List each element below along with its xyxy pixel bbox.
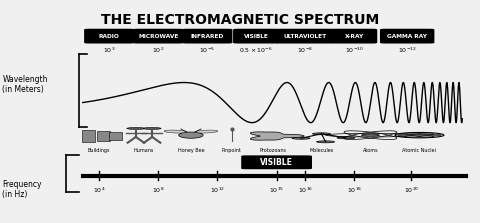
Text: Buildings: Buildings	[88, 148, 110, 153]
Text: $10^{12}$: $10^{12}$	[210, 186, 225, 195]
Ellipse shape	[179, 132, 203, 138]
FancyBboxPatch shape	[332, 29, 376, 43]
Circle shape	[419, 136, 434, 137]
Circle shape	[337, 137, 355, 139]
Text: $10^{-8}$: $10^{-8}$	[297, 45, 313, 55]
Text: $10^{20}$: $10^{20}$	[404, 186, 419, 195]
FancyBboxPatch shape	[381, 29, 433, 43]
Text: $0.5\times10^{-6}$: $0.5\times10^{-6}$	[240, 45, 273, 55]
FancyBboxPatch shape	[134, 29, 183, 43]
Text: $10^{-10}$: $10^{-10}$	[345, 45, 363, 55]
Circle shape	[361, 134, 379, 136]
Text: X-RAY: X-RAY	[345, 34, 364, 39]
Text: Honey Bee: Honey Bee	[178, 148, 204, 153]
Text: RADIO: RADIO	[99, 34, 120, 39]
Circle shape	[143, 128, 161, 129]
Text: $10^{-12}$: $10^{-12}$	[398, 45, 417, 55]
Circle shape	[292, 137, 310, 139]
FancyBboxPatch shape	[242, 156, 311, 169]
Circle shape	[398, 134, 412, 136]
Text: Protozoans: Protozoans	[259, 148, 286, 153]
FancyBboxPatch shape	[183, 29, 232, 43]
Text: Humans: Humans	[134, 148, 154, 153]
Text: Frequency
(in Hz): Frequency (in Hz)	[2, 180, 42, 199]
FancyBboxPatch shape	[276, 29, 334, 43]
Text: $10^{16}$: $10^{16}$	[298, 186, 313, 195]
Text: ULTRAVIOLET: ULTRAVIOLET	[284, 34, 327, 39]
Text: $10^{18}$: $10^{18}$	[347, 186, 362, 195]
Circle shape	[412, 134, 427, 136]
Bar	[83, 130, 96, 142]
Text: THE ELECTROMAGNETIC SPECTRUM: THE ELECTROMAGNETIC SPECTRUM	[101, 13, 379, 27]
Text: $10^{-5}$: $10^{-5}$	[199, 45, 216, 55]
Text: Wavelength
(in Meters): Wavelength (in Meters)	[2, 75, 48, 94]
Polygon shape	[250, 132, 304, 140]
Text: $10^{15}$: $10^{15}$	[269, 186, 284, 195]
FancyBboxPatch shape	[85, 29, 134, 43]
Text: Molecules: Molecules	[309, 148, 334, 153]
Circle shape	[405, 133, 420, 135]
Bar	[109, 132, 122, 140]
Ellipse shape	[164, 130, 187, 133]
Text: INFRARED: INFRARED	[191, 34, 224, 39]
Text: $10^3$: $10^3$	[103, 45, 116, 55]
Circle shape	[127, 128, 145, 129]
Text: GAMMA RAY: GAMMA RAY	[387, 34, 427, 39]
Text: Pinpoint: Pinpoint	[222, 148, 241, 153]
Circle shape	[317, 141, 335, 143]
Text: Atomic Nuclei: Atomic Nuclei	[402, 148, 436, 153]
Text: VISIBLE: VISIBLE	[260, 158, 293, 167]
Text: $10^2$: $10^2$	[152, 45, 165, 55]
Ellipse shape	[195, 130, 218, 133]
Circle shape	[312, 133, 330, 135]
Text: Atoms: Atoms	[362, 148, 378, 153]
Bar	[96, 131, 110, 141]
Circle shape	[419, 133, 434, 135]
Circle shape	[426, 134, 441, 136]
Text: $10^4$: $10^4$	[93, 186, 106, 195]
Text: VISIBLE: VISIBLE	[244, 34, 269, 39]
Text: $10^8$: $10^8$	[152, 186, 165, 195]
Circle shape	[405, 136, 420, 137]
FancyBboxPatch shape	[234, 29, 278, 43]
Text: MICROWAVE: MICROWAVE	[138, 34, 179, 39]
